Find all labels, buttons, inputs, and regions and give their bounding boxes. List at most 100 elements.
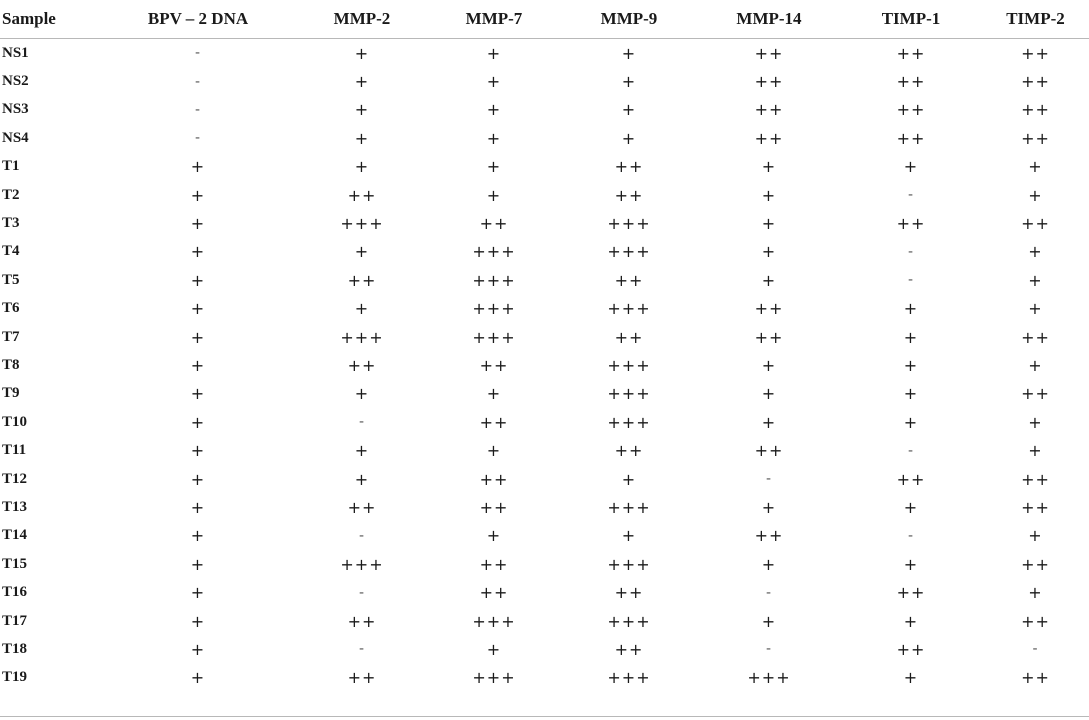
cell-mmp-9: ++ [614,583,644,603]
cell-mmp-7: + [486,384,502,404]
cell-mmp-2: - [358,641,366,658]
cell-timp-1: + [903,611,919,631]
cell-timp-2: ++ [1021,43,1050,63]
cell-bpv-2-dna: + [190,526,206,546]
cell-mmp-14: +++ [747,668,791,688]
cell-mmp-9: ++ [614,185,644,205]
sample-id-cell: T6 [2,300,20,317]
cell-mmp-2: - [358,584,366,601]
cell-mmp-2: ++ [347,611,377,631]
cell-mmp-2: + [354,299,370,319]
cell-bpv-2-dna: + [190,441,206,461]
cell-mmp-14: + [761,270,777,290]
table-header: Sample BPV – 2 DNA MMP-2 MMP-7 MMP-9 MMP… [0,0,1089,39]
table-row: NS3- + + + ++ ++ ++ [0,96,1089,124]
cell-mmp-9: +++ [607,611,651,631]
cell-bpv-2-dna: + [190,611,206,631]
cell-mmp-9: +++ [607,299,651,319]
cell-mmp-7: + [486,526,502,546]
cell-bpv-2-dna: - [194,73,202,90]
cell-bpv-2-dna: + [190,185,206,205]
cell-timp-2: ++ [1021,128,1050,148]
cell-timp-2: ++ [1021,469,1050,489]
cell-timp-1: - [907,527,915,544]
cell-mmp-7: + [486,639,502,659]
cell-mmp-2: +++ [340,327,384,347]
table-row: T11 + + + ++ ++ - + [0,436,1089,464]
cell-mmp-2: + [354,100,370,120]
cell-mmp-7: +++ [472,611,516,631]
cell-mmp-2: + [354,157,370,177]
cell-timp-1: + [903,668,919,688]
cell-mmp-7: +++ [472,299,516,319]
cell-timp-2: ++ [1021,214,1050,234]
cell-mmp-14: + [761,497,777,517]
cell-bpv-2-dna: - [194,101,202,118]
sample-id-cell: T5 [2,271,20,288]
cell-mmp-7: + [486,72,502,92]
sample-id-cell: T15 [2,555,28,572]
cell-mmp-9: + [621,128,637,148]
cell-timp-2: ++ [1021,611,1050,631]
cell-timp-2: ++ [1021,100,1050,120]
sample-id-cell: T9 [2,385,20,402]
sample-id-cell: T2 [2,186,20,203]
cell-timp-1: ++ [896,469,926,489]
cell-mmp-14: + [761,157,777,177]
cell-mmp-2: - [358,414,366,431]
cell-mmp-2: + [354,128,370,148]
column-header-timp-2: TIMP-2 [982,0,1089,39]
cell-mmp-14: ++ [754,128,784,148]
cell-timp-2: + [1028,355,1043,375]
table-row: T7 + +++ +++ ++ ++ + ++ [0,323,1089,351]
cell-timp-1: + [903,355,919,375]
cell-timp-1: ++ [896,43,926,63]
cell-mmp-14: ++ [754,72,784,92]
cell-timp-2: ++ [1021,554,1050,574]
cell-bpv-2-dna: + [190,668,206,688]
sample-id-cell: T18 [2,640,28,657]
sample-id-cell: T11 [2,442,27,459]
column-header-sample: Sample [0,0,100,39]
cell-bpv-2-dna: + [190,583,206,603]
table-row: T19 + ++ +++ +++ +++ + ++ [0,664,1089,692]
sample-id-cell: T17 [2,612,28,629]
cell-timp-2: + [1028,270,1043,290]
cell-mmp-9: +++ [607,384,651,404]
column-header-bpv-2-dna: BPV – 2 DNA [100,0,296,39]
cell-mmp-2: - [358,527,366,544]
cell-mmp-2: ++ [347,185,377,205]
sample-id-cell: NS4 [2,129,29,146]
column-header-mmp-7: MMP-7 [428,0,560,39]
cell-bpv-2-dna: - [194,130,202,147]
cell-mmp-7: +++ [472,327,516,347]
sample-id-cell: NS1 [2,44,29,61]
cell-mmp-14: + [761,611,777,631]
cell-bpv-2-dna: + [190,412,206,432]
cell-mmp-7: ++ [479,214,509,234]
table-row: T12 + + ++ + - ++ ++ [0,465,1089,493]
cell-mmp-9: + [621,526,637,546]
cell-timp-2: + [1028,185,1043,205]
sample-id-cell: T8 [2,356,20,373]
table-row: T2 + ++ + ++ + - + [0,181,1089,209]
cell-mmp-14: + [761,355,777,375]
cell-mmp-2: + [354,43,370,63]
cell-mmp-7: ++ [479,469,509,489]
cell-mmp-2: ++ [347,270,377,290]
cell-mmp-9: ++ [614,327,644,347]
cell-mmp-14: - [765,584,773,601]
cell-timp-1: - [907,187,915,204]
table-row: T8 + ++ ++ +++ + + + [0,351,1089,379]
table-row: T14 + - + + ++ - + [0,522,1089,550]
cell-mmp-7: ++ [479,554,509,574]
sample-id-cell: T16 [2,584,28,601]
table-row: T5 + ++ +++ ++ + - + [0,266,1089,294]
cell-timp-2: - [1032,641,1039,658]
cell-timp-2: ++ [1021,327,1050,347]
cell-mmp-7: ++ [479,497,509,517]
cell-timp-1: + [903,412,919,432]
sample-id-cell: T12 [2,470,28,487]
cell-mmp-2: + [354,72,370,92]
cell-mmp-2: + [354,384,370,404]
